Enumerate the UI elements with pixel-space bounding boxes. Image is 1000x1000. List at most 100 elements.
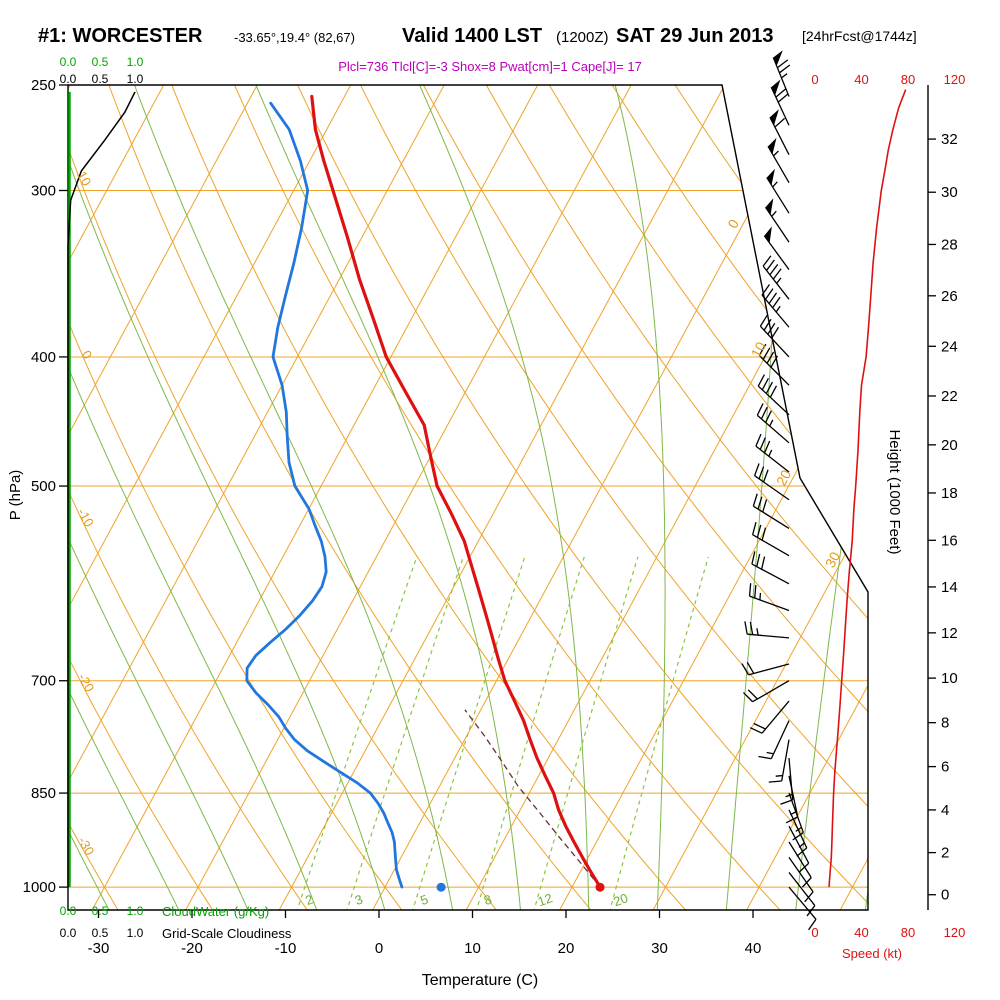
wind-barb-half: [772, 181, 778, 188]
height-tick-label: 0: [941, 887, 949, 904]
temperature-tick-label: 0: [375, 940, 383, 957]
wind-barb-half: [775, 774, 783, 777]
dry-adiabat-line: [485, 85, 868, 910]
height-tick-label: 32: [941, 131, 958, 148]
wind-barb: [751, 522, 790, 557]
pressure-axis-title: P (hPa): [7, 470, 24, 521]
forecast-tag: [24hrFcst@1744z]: [802, 28, 917, 44]
dry-adiabat-line: [68, 85, 405, 910]
height-tick-label: 22: [941, 388, 958, 405]
speed-scale-top-label: 0: [811, 72, 818, 87]
mixing-ratio-label: 12: [536, 890, 555, 909]
wind-barb-feather: [804, 891, 814, 903]
wind-barb-staff: [758, 355, 790, 386]
cloudiness-profile: [67, 91, 136, 888]
mixing-ratio-label: 5: [418, 891, 430, 908]
grid-layer: [68, 85, 1000, 913]
wind-barb-pennant: [764, 226, 772, 243]
wind-barb-staff: [748, 663, 790, 676]
moist-adiabat-line: [68, 85, 250, 910]
isotherm-diagonal-label: 10: [747, 339, 769, 360]
wind-barb-feather: [769, 263, 779, 276]
dry-adiabat-line: [297, 85, 868, 910]
cloudiness-scale-bottom-label: 0.0: [60, 926, 77, 940]
wind-barb: [788, 825, 810, 873]
dry-adiabat-line: [171, 85, 689, 910]
wind-barb-staff: [756, 414, 790, 444]
wind-barb-feather: [763, 440, 771, 454]
dry-adiabat-line: [990, 85, 1000, 913]
wind-barb-staff: [754, 475, 790, 501]
isotherm-line: [464, 85, 868, 910]
speed-profile-curve: [828, 89, 907, 888]
height-tick-label: 18: [941, 485, 958, 502]
cloudiness-axis-label: Grid-Scale Cloudiness: [162, 926, 292, 941]
dry-adiabat-label: 10: [74, 169, 94, 189]
wind-barb-feather: [758, 466, 765, 480]
wind-barb-feather: [741, 663, 749, 676]
moist-adiabat-line: [419, 85, 590, 910]
height-axis-title: Height (1000 Feet): [886, 429, 903, 554]
wind-barb-staff: [781, 739, 790, 782]
wind-barb-feather: [767, 322, 776, 335]
wind-barb-feather: [771, 326, 780, 339]
moist-adiabat-line: [255, 85, 522, 910]
wind-barb-half: [785, 793, 793, 798]
wind-barb-feather: [753, 722, 766, 730]
wind-barb: [742, 680, 790, 703]
valid-time: Valid 1400 LST: [402, 25, 542, 47]
wind-barb-staff: [788, 775, 799, 818]
wind-barb: [756, 403, 790, 444]
mixing-ratio-label: 3: [353, 891, 365, 908]
wind-barb-staff: [749, 595, 790, 612]
wind-barb: [788, 857, 814, 903]
isotherm-diagonal-label: 20: [773, 467, 795, 488]
wind-barb: [744, 621, 790, 639]
wind-barb: [759, 314, 790, 358]
wind-barb-feather: [744, 621, 748, 635]
wind-barb-feather: [762, 469, 769, 483]
wind-barb-staff: [788, 792, 804, 833]
wind-barb-feather: [749, 727, 763, 734]
cloudwater-scale-top-label: 1.0: [127, 55, 144, 69]
wind-barb-half: [776, 277, 782, 284]
wind-barb-feather: [770, 355, 779, 368]
cloudiness-scale-top-label: 0.5: [92, 72, 109, 86]
moist-adiabat-line: [864, 85, 868, 910]
speed-scale-bottom-label: 40: [854, 925, 868, 940]
wind-barb-half: [768, 449, 773, 457]
wind-barb: [764, 198, 790, 243]
height-tick-label: 20: [941, 437, 958, 454]
wind-barb-feather: [806, 905, 816, 917]
wind-barb-pennant: [771, 79, 781, 96]
isotherm-line: [277, 85, 726, 910]
temperature-tick-label: 40: [745, 940, 762, 957]
dry-adiabat-line: [422, 85, 868, 910]
wind-barb-staff: [788, 841, 812, 878]
mixing-ratio-label: 2: [303, 891, 315, 908]
wind-barb-staff: [788, 857, 814, 893]
wind-barb-staff: [788, 809, 808, 849]
wind-barb-half: [759, 592, 762, 600]
isotherm-line: [68, 85, 258, 910]
wind-barb-feather: [808, 918, 817, 931]
pressure-tick-label: 500: [31, 478, 56, 495]
height-tick-label: 8: [941, 715, 949, 732]
wind-barb-staff: [788, 872, 816, 906]
wind-barb-feather: [772, 268, 782, 280]
wind-barb-staff: [752, 534, 790, 557]
height-tick-label: 16: [941, 532, 958, 549]
speed-scale-top-label: 40: [854, 72, 868, 87]
moist-adiabat-line: [68, 85, 181, 910]
temperature-tick-label: 20: [558, 940, 575, 957]
dry-adiabat-line: [68, 85, 215, 910]
wind-barb-pennant: [769, 109, 779, 126]
wind-barb-feather: [756, 403, 764, 416]
isotherm-line: [371, 85, 819, 910]
dry-adiabat-label: -10: [74, 506, 96, 530]
height-tick-label: 6: [941, 759, 949, 776]
wind-barb: [755, 433, 790, 473]
mixing-ratio-label: 20: [611, 890, 630, 909]
isotherm-line: [68, 85, 165, 910]
wind-barb-feather: [798, 862, 810, 873]
